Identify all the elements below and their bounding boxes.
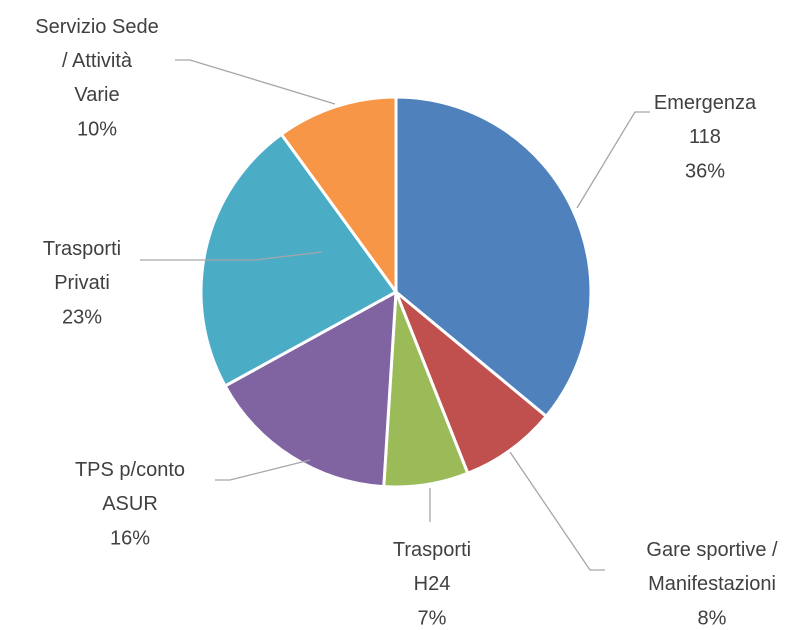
percent-label: 16% <box>110 527 150 549</box>
slice-label: Trasporti Privati <box>43 238 121 294</box>
pie-slice <box>279 95 398 297</box>
leader-line <box>140 251 323 261</box>
percent-label: 36% <box>685 160 725 182</box>
leader-line <box>509 451 605 571</box>
pie-slice <box>223 289 398 489</box>
percent-label: 8% <box>698 607 727 629</box>
slice-label: Trasporti H24 <box>393 539 471 595</box>
slice-label: Gare sportive / Manifestazioni <box>646 539 778 595</box>
slice-label: Servizio Sede / Attività Varie <box>35 16 158 106</box>
pie-slice <box>394 290 549 476</box>
percent-label: 7% <box>418 607 447 629</box>
pie-slice <box>394 95 593 419</box>
leader-line <box>576 111 650 209</box>
percent-label: 10% <box>77 118 117 140</box>
leader-line <box>175 59 336 105</box>
leader-line <box>215 459 311 481</box>
pie-slice <box>199 132 399 388</box>
slice-label: Emergenza 118 <box>654 92 757 148</box>
percent-label: 23% <box>62 306 102 328</box>
slice-label: TPS p/conto ASUR <box>75 459 185 515</box>
